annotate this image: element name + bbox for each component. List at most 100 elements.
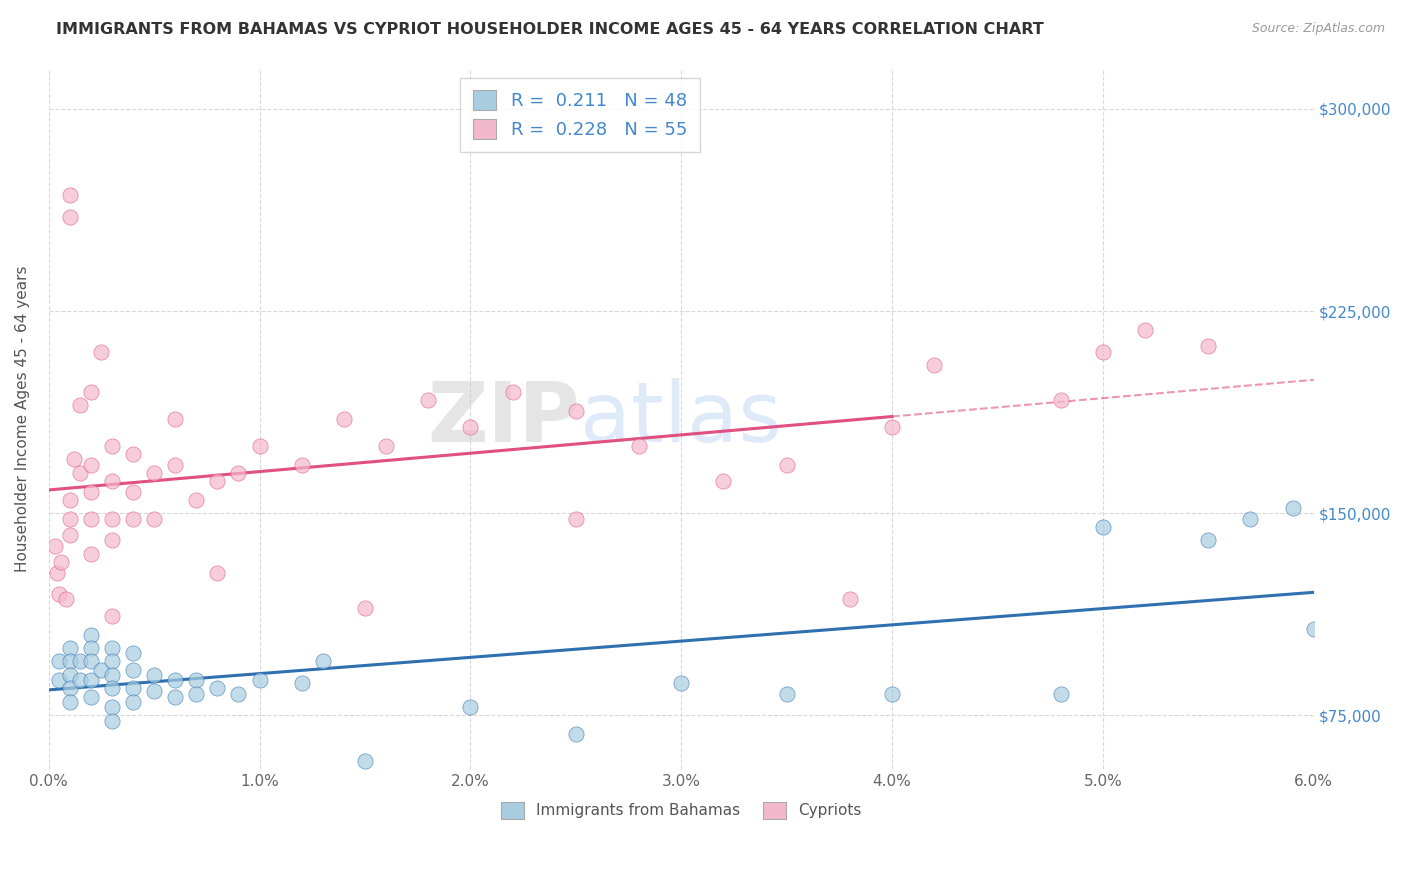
Point	[101, 668, 124, 682]
Point	[122, 447, 145, 461]
Point	[122, 647, 145, 661]
Point	[44, 539, 66, 553]
Point	[418, 392, 440, 407]
Text: atlas: atlas	[581, 378, 782, 459]
Point	[1049, 392, 1071, 407]
Point	[101, 714, 124, 728]
Point	[186, 492, 208, 507]
Point	[312, 655, 335, 669]
Point	[48, 587, 70, 601]
Point	[90, 663, 112, 677]
Point	[460, 700, 482, 714]
Point	[165, 412, 187, 426]
Point	[80, 484, 103, 499]
Point	[59, 668, 82, 682]
Point	[565, 727, 588, 741]
Point	[101, 681, 124, 696]
Point	[1197, 339, 1219, 353]
Point	[565, 511, 588, 525]
Point	[880, 420, 903, 434]
Text: ZIP: ZIP	[427, 378, 581, 459]
Text: IMMIGRANTS FROM BAHAMAS VS CYPRIOT HOUSEHOLDER INCOME AGES 45 - 64 YEARS CORRELA: IMMIGRANTS FROM BAHAMAS VS CYPRIOT HOUSE…	[56, 22, 1045, 37]
Point	[48, 655, 70, 669]
Point	[101, 655, 124, 669]
Point	[80, 511, 103, 525]
Point	[59, 511, 82, 525]
Point	[122, 663, 145, 677]
Point	[143, 511, 166, 525]
Point	[69, 399, 91, 413]
Point	[1091, 344, 1114, 359]
Point	[711, 474, 734, 488]
Point	[101, 533, 124, 548]
Point	[48, 673, 70, 688]
Point	[69, 655, 91, 669]
Point	[249, 673, 271, 688]
Point	[775, 458, 797, 472]
Point	[143, 466, 166, 480]
Point	[1197, 533, 1219, 548]
Point	[80, 640, 103, 655]
Point	[80, 627, 103, 641]
Point	[143, 684, 166, 698]
Point	[101, 511, 124, 525]
Point	[207, 681, 229, 696]
Point	[122, 511, 145, 525]
Point	[775, 687, 797, 701]
Point	[502, 384, 524, 399]
Point	[80, 690, 103, 704]
Point	[143, 668, 166, 682]
Point	[922, 358, 945, 372]
Point	[101, 474, 124, 488]
Point	[59, 695, 82, 709]
Point	[122, 695, 145, 709]
Point	[354, 600, 377, 615]
Point	[59, 210, 82, 224]
Point	[59, 640, 82, 655]
Point	[880, 687, 903, 701]
Point	[291, 676, 314, 690]
Point	[101, 700, 124, 714]
Point	[333, 412, 356, 426]
Point	[354, 754, 377, 768]
Point	[55, 592, 77, 607]
Point	[838, 592, 860, 607]
Point	[228, 466, 250, 480]
Point	[59, 528, 82, 542]
Point	[69, 673, 91, 688]
Point	[1239, 511, 1261, 525]
Point	[46, 566, 69, 580]
Point	[80, 655, 103, 669]
Point	[80, 384, 103, 399]
Y-axis label: Householder Income Ages 45 - 64 years: Householder Income Ages 45 - 64 years	[15, 266, 30, 572]
Point	[669, 676, 692, 690]
Point	[69, 466, 91, 480]
Point	[80, 547, 103, 561]
Point	[122, 484, 145, 499]
Point	[51, 555, 73, 569]
Point	[59, 681, 82, 696]
Point	[59, 655, 82, 669]
Point	[63, 452, 86, 467]
Point	[122, 681, 145, 696]
Point	[101, 640, 124, 655]
Point	[228, 687, 250, 701]
Point	[186, 687, 208, 701]
Point	[628, 439, 651, 453]
Point	[101, 439, 124, 453]
Point	[1091, 519, 1114, 533]
Point	[460, 420, 482, 434]
Point	[186, 673, 208, 688]
Point	[1133, 323, 1156, 337]
Point	[165, 690, 187, 704]
Point	[1049, 687, 1071, 701]
Point	[59, 188, 82, 202]
Point	[291, 458, 314, 472]
Point	[249, 439, 271, 453]
Point	[207, 474, 229, 488]
Point	[207, 566, 229, 580]
Point	[1281, 500, 1303, 515]
Legend: Immigrants from Bahamas, Cypriots: Immigrants from Bahamas, Cypriots	[495, 796, 868, 825]
Point	[80, 673, 103, 688]
Point	[101, 608, 124, 623]
